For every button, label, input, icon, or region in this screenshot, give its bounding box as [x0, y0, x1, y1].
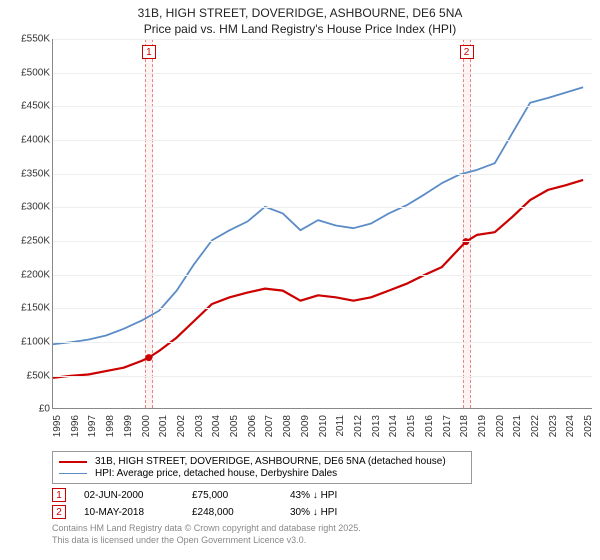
event-list: 1 02-JUN-2000 £75,000 43% ↓ HPI 2 10-MAY-2018… — [52, 488, 592, 519]
y-axis: £0£50K£100K£150K£200K£250K£300K£350K£400… — [8, 39, 52, 409]
legend: 31B, HIGH STREET, DOVERIDGE, ASHBOURNE, … — [52, 451, 472, 484]
y-tick-label: £300K — [21, 202, 50, 213]
y-tick-label: £250K — [21, 236, 50, 247]
gridline — [53, 106, 592, 107]
x-tick-label: 2012 — [353, 415, 364, 437]
gridline — [53, 275, 592, 276]
y-tick-label: £450K — [21, 101, 50, 112]
x-tick-label: 2013 — [371, 415, 382, 437]
gridline — [53, 207, 592, 208]
event-row: 1 02-JUN-2000 £75,000 43% ↓ HPI — [52, 488, 592, 502]
x-tick-label: 2014 — [388, 415, 399, 437]
y-tick-label: £550K — [21, 34, 50, 45]
y-tick-label: £400K — [21, 135, 50, 146]
event-badge: 1 — [52, 488, 66, 502]
chart-area: £0 £50K £100K £150K £200K £250K £300K £350K £400… — [8, 39, 592, 449]
sale-marker-label: 1 — [142, 45, 156, 59]
footer: Contains HM Land Registry data © Crown c… — [52, 523, 592, 546]
footer-line-1: Contains HM Land Registry data © Crown c… — [52, 523, 592, 535]
plot-area: 12 — [52, 39, 592, 409]
x-tick-label: 2021 — [512, 415, 523, 437]
gridline — [53, 140, 592, 141]
x-tick-label: 2024 — [565, 415, 576, 437]
legend-row: HPI: Average price, detached house, Derb… — [59, 468, 465, 479]
x-tick-label: 2008 — [282, 415, 293, 437]
y-tick-label: £350K — [21, 168, 50, 179]
x-tick-label: 2006 — [247, 415, 258, 437]
chart-title: 31B, HIGH STREET, DOVERIDGE, ASHBOURNE, … — [8, 6, 592, 37]
y-tick-label: £0 — [39, 404, 50, 415]
x-tick-label: 2001 — [158, 415, 169, 437]
footer-line-2: This data is licensed under the Open Gov… — [52, 535, 592, 547]
series-hpi — [53, 87, 583, 344]
event-date: 10-MAY-2018 — [84, 507, 174, 518]
x-tick-label: 2023 — [548, 415, 559, 437]
event-price: £248,000 — [192, 507, 272, 518]
gridline — [53, 376, 592, 377]
x-tick-label: 2025 — [583, 415, 594, 437]
x-tick-label: 2000 — [141, 415, 152, 437]
chart-container: 31B, HIGH STREET, DOVERIDGE, ASHBOURNE, … — [0, 0, 600, 560]
gridline — [53, 174, 592, 175]
x-tick-label: 2019 — [477, 415, 488, 437]
legend-swatch — [59, 473, 87, 474]
sale-marker-label: 2 — [460, 45, 474, 59]
y-tick-label: £150K — [21, 303, 50, 314]
x-tick-label: 1997 — [87, 415, 98, 437]
x-tick-label: 1999 — [123, 415, 134, 437]
x-tick-label: 2010 — [318, 415, 329, 437]
x-tick-label: 2018 — [459, 415, 470, 437]
x-tick-label: 2016 — [424, 415, 435, 437]
line-layer — [53, 39, 592, 408]
x-tick-label: 2011 — [335, 415, 346, 437]
y-tick-label: £100K — [21, 336, 50, 347]
legend-label: 31B, HIGH STREET, DOVERIDGE, ASHBOURNE, … — [95, 456, 446, 467]
x-tick-label: 2005 — [229, 415, 240, 437]
gridline — [53, 39, 592, 40]
x-tick-label: 2002 — [176, 415, 187, 437]
legend-swatch — [59, 461, 87, 463]
event-pct: 43% ↓ HPI — [290, 490, 337, 501]
sale-point — [145, 354, 152, 361]
event-date: 02-JUN-2000 — [84, 490, 174, 501]
series-price_paid — [53, 180, 583, 378]
x-tick-label: 2003 — [194, 415, 205, 437]
event-badge: 2 — [52, 505, 66, 519]
legend-row: 31B, HIGH STREET, DOVERIDGE, ASHBOURNE, … — [59, 456, 465, 467]
gridline — [53, 308, 592, 309]
y-tick-label: £200K — [21, 269, 50, 280]
title-line-2: Price paid vs. HM Land Registry's House … — [8, 22, 592, 38]
x-tick-label: 1995 — [52, 415, 63, 437]
gridline — [53, 342, 592, 343]
y-tick-label: £500K — [21, 67, 50, 78]
x-tick-label: 1998 — [105, 415, 116, 437]
x-tick-label: 2004 — [211, 415, 222, 437]
x-tick-label: 1996 — [70, 415, 81, 437]
gridline — [53, 73, 592, 74]
x-tick-label: 2020 — [495, 415, 506, 437]
x-tick-label: 2009 — [300, 415, 311, 437]
title-line-1: 31B, HIGH STREET, DOVERIDGE, ASHBOURNE, … — [8, 6, 592, 22]
event-price: £75,000 — [192, 490, 272, 501]
event-row: 2 10-MAY-2018 £248,000 30% ↓ HPI — [52, 505, 592, 519]
x-tick-label: 2022 — [530, 415, 541, 437]
x-tick-label: 2007 — [264, 415, 275, 437]
x-axis: 1995 1996 1997 1998 1999 2000 2001 2002 2003 2004… — [52, 411, 592, 451]
gridline — [53, 241, 592, 242]
event-pct: 30% ↓ HPI — [290, 507, 337, 518]
x-tick-label: 2015 — [406, 415, 417, 437]
y-tick-label: £50K — [27, 370, 50, 381]
legend-label: HPI: Average price, detached house, Derb… — [95, 468, 337, 479]
x-tick-label: 2017 — [442, 415, 453, 437]
